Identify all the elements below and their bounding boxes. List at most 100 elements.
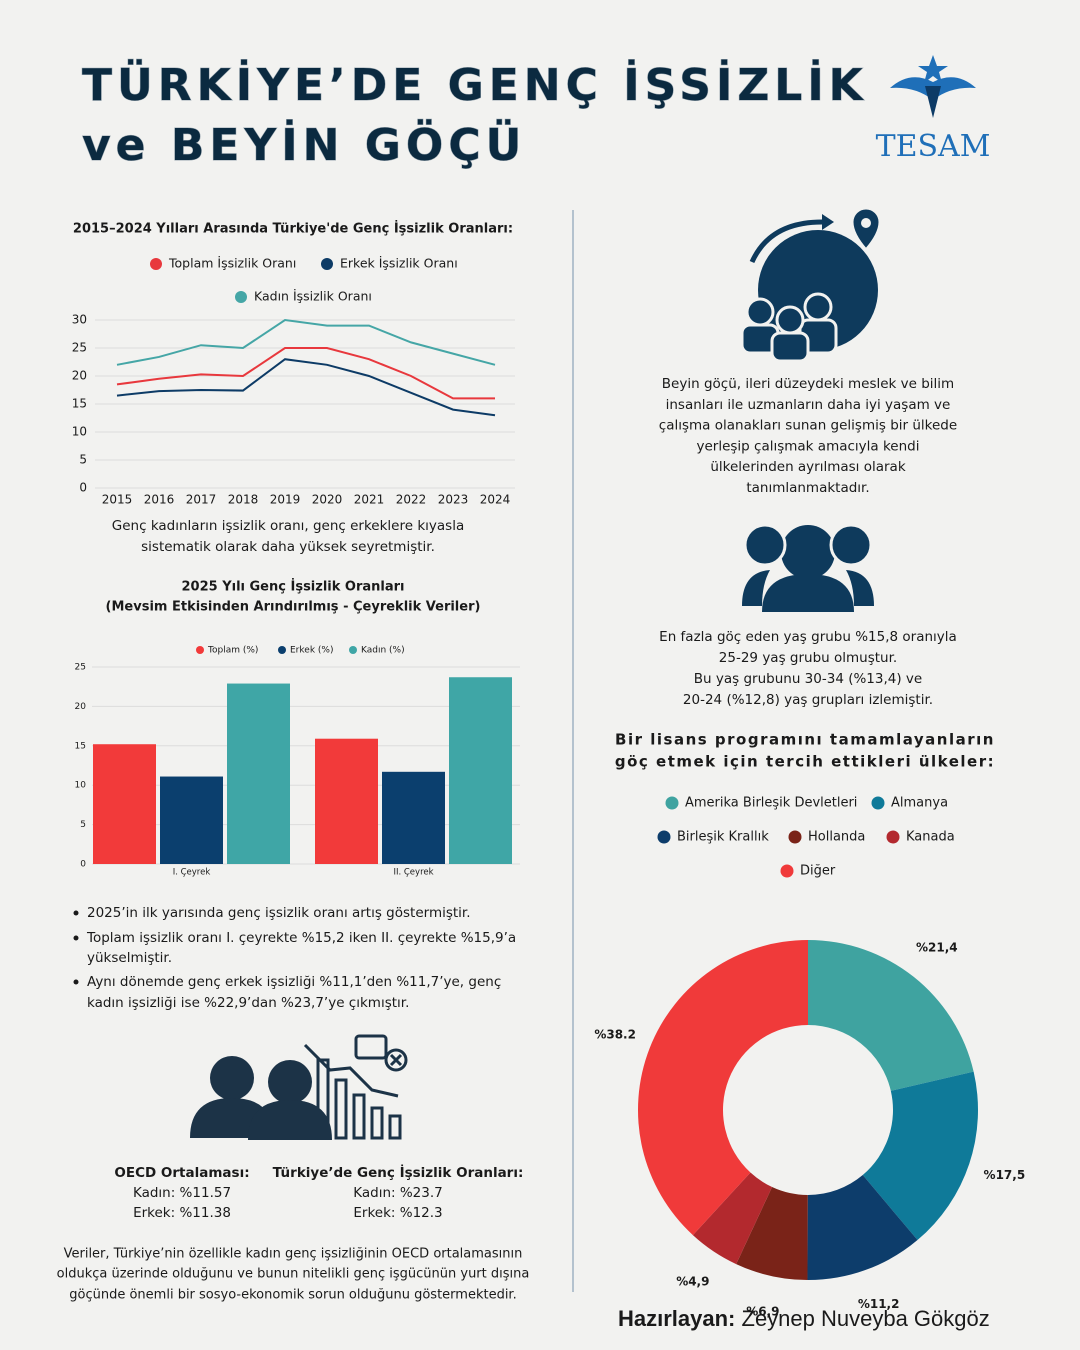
y-tick-label: 15 — [75, 741, 86, 751]
line-series — [116, 318, 496, 366]
legend-swatch — [886, 830, 900, 844]
title: TÜRKİYE’DE GENÇ İŞSİZLİK ve BEYİN GÖÇÜ — [82, 58, 868, 172]
definition-line: ülkelerinden ayrılması olarak — [710, 459, 906, 475]
legend-swatch — [871, 796, 885, 810]
logo: TESAM — [876, 55, 991, 164]
title-line: TÜRKİYE’DE GENÇ İŞSİZLİK — [82, 58, 868, 111]
x-tick-label: 2018 — [228, 493, 259, 507]
definition-line: Beyin göçü, ileri düzeydeki meslek ve bi… — [662, 376, 954, 392]
x-tick-label: 2017 — [186, 493, 217, 507]
value-label: %6,9 — [746, 1305, 779, 1319]
legend-label: Kanada — [906, 830, 955, 845]
bar — [227, 683, 290, 864]
bullet-text: Toplam işsizlik oranı I. çeyrekte %15,2 … — [86, 930, 516, 946]
bar — [315, 738, 378, 864]
chart-title: göç etmek için tercih ettikleri ülkeler: — [615, 753, 995, 771]
legend-swatch — [196, 646, 204, 654]
definition-line: tanımlanmaktadır. — [746, 480, 869, 496]
legend-label: Kadın (%) — [361, 646, 405, 656]
y-tick-label: 10 — [72, 425, 87, 439]
y-tick-label: 15 — [72, 397, 87, 411]
conclusion: Veriler, Türkiye’nin özellikle kadın gen… — [64, 1247, 523, 1262]
y-tick-label: 25 — [72, 341, 87, 355]
value-label: %11,2 — [858, 1297, 900, 1311]
legend-label: Hollanda — [808, 830, 865, 845]
donut-segment — [807, 1175, 918, 1280]
legend-label: Toplam (%) — [207, 646, 258, 656]
x-tick-label: 2024 — [480, 493, 511, 507]
oecd-value: Kadın: %11.57 — [133, 1185, 231, 1201]
turkey-value: Kadın: %23.7 — [353, 1185, 443, 1201]
definition-line: yerleşip çalışmak amacıyla kendi — [696, 438, 919, 454]
age-line: 20-24 (%12,8) yaş grupları izlemiştir. — [683, 692, 933, 708]
legend-swatch — [150, 258, 162, 270]
y-tick-label: 0 — [80, 860, 86, 870]
legend-label: Almanya — [891, 796, 948, 811]
donut-segment — [637, 940, 808, 1236]
definition-line: insanları ile uzmanların daha iyi yaşam … — [666, 397, 951, 413]
legend-swatch — [349, 646, 357, 654]
note: sistematik olarak daha yüksek seyretmişt… — [141, 539, 435, 555]
legend-swatch — [665, 796, 679, 810]
bullet-text: kadın işsizliği ise %22,9’dan %23,7’ye ç… — [87, 995, 409, 1011]
footer: Hazırlayan: Zeynep Nuveyba Gökgöz — [618, 1306, 990, 1331]
chart-title: 2015–2024 Yılları Arasında Türkiye'de Ge… — [73, 221, 513, 237]
oecd-value: Erkek: %11.38 — [133, 1205, 231, 1221]
age-line: Bu yaş grubunu 30-34 (%13,4) ve — [694, 671, 922, 687]
legend-label: Toplam İşsizlik Oranı — [168, 256, 296, 271]
chart-title: Bir lisans programını tamamlayanların — [615, 731, 995, 749]
bar — [449, 677, 512, 864]
y-tick-label: 20 — [75, 702, 87, 712]
turkey-heading: Türkiye’de Genç İşsizlik Oranları: — [273, 1164, 524, 1181]
x-tick-label: 2015 — [102, 493, 133, 507]
value-label: %4,9 — [676, 1275, 709, 1289]
y-tick-label: 5 — [79, 453, 87, 467]
people-icon — [742, 523, 874, 612]
bullets: 2025’in ilk yarısında genç işsizlik oran… — [73, 905, 516, 1011]
x-tick-label: 2023 — [438, 493, 469, 507]
globe-icon — [740, 206, 882, 363]
x-tick-label: I. Çeyrek — [173, 868, 211, 878]
x-tick-label: 2022 — [396, 493, 427, 507]
title-line: ve BEYİN GÖÇÜ — [82, 118, 526, 171]
donut-segment — [808, 940, 974, 1091]
logo-text: TESAM — [876, 129, 991, 164]
bar — [382, 771, 445, 864]
x-tick-label: 2016 — [144, 493, 175, 507]
chart-title: 2025 Yılı Genç İşsizlik Oranları — [182, 579, 405, 595]
legend-swatch — [278, 646, 286, 654]
bullet-text: Aynı dönemde genç erkek işsizliği %11,1’… — [87, 974, 501, 990]
legend-label: Birleşik Krallık — [677, 830, 769, 845]
age-text: En fazla göç eden yaş grubu %15,8 oranıy… — [659, 629, 957, 708]
bar — [93, 744, 156, 864]
bullet-text: yükselmiştir. — [87, 950, 172, 966]
conclusion: göçünde önemli bir sosyo-ekonomik sorun … — [69, 1288, 516, 1303]
legend-label: Amerika Birleşik Devletleri — [685, 796, 857, 811]
legend-label: Erkek (%) — [290, 646, 333, 656]
x-tick-label: 2019 — [270, 493, 301, 507]
chart-title: (Mevsim Etkisinden Arındırılmış - Çeyrek… — [106, 600, 481, 615]
donut-segment — [862, 1071, 979, 1241]
y-tick-label: 25 — [75, 663, 86, 673]
legend-swatch — [235, 291, 247, 303]
y-tick-label: 30 — [72, 313, 87, 327]
age-line: 25-29 yaş grubu olmuştur. — [719, 650, 897, 666]
donut-segment — [692, 1172, 773, 1265]
legend-label: Kadın İşsizlik Oranı — [254, 289, 372, 304]
footer-name: Zeynep Nuveyba Gökgöz — [735, 1306, 989, 1331]
value-label: %21,4 — [916, 940, 958, 954]
y-tick-label: 20 — [72, 369, 87, 383]
oecd-heading: OECD Ortalaması: — [114, 1165, 249, 1181]
y-tick-label: 10 — [75, 781, 87, 791]
legend-swatch — [780, 864, 794, 878]
legend-label: Diğer — [800, 864, 836, 879]
turkey-value: Erkek: %12.3 — [353, 1205, 442, 1221]
conclusion: oldukça üzerinde olduğunu ve bunun nitel… — [57, 1267, 530, 1282]
unemployment-icon — [190, 1034, 408, 1140]
x-tick-label: 2020 — [312, 493, 343, 507]
line-series — [116, 347, 495, 400]
y-tick-label: 0 — [79, 481, 87, 495]
